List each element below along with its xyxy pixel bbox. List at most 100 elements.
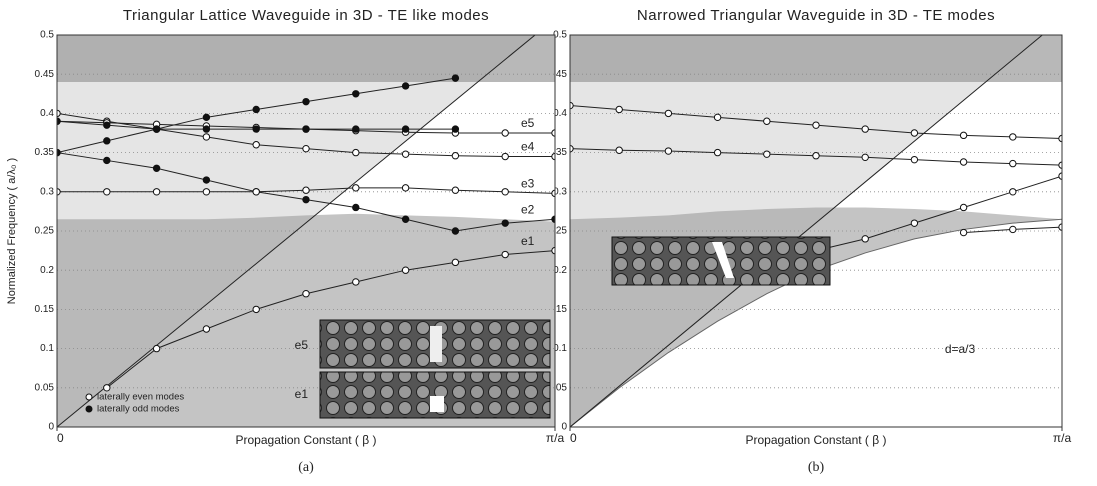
mode-point	[960, 132, 966, 138]
mode-point	[862, 126, 868, 132]
mode-point	[353, 149, 359, 155]
y-tick-label: 0.2	[40, 265, 54, 276]
mode-point	[253, 142, 259, 148]
mode-point	[764, 118, 770, 124]
mode-point	[353, 279, 359, 285]
mode-point	[960, 159, 966, 165]
mode-point	[402, 126, 408, 132]
mode-point	[960, 229, 966, 235]
mode-point	[402, 185, 408, 191]
y-tick-label: 0	[48, 422, 54, 433]
y-tick-label: 0.25	[35, 226, 55, 237]
mode-point	[813, 122, 819, 128]
mode-point	[502, 189, 508, 195]
mode-point	[452, 228, 458, 234]
chart-title: Narrowed Triangular Waveguide in 3D - TE…	[637, 7, 995, 24]
mode-point	[502, 251, 508, 257]
mode-point	[104, 189, 110, 195]
x-axis-label: Propagation Constant ( β )	[236, 433, 377, 447]
mode-point	[203, 126, 209, 132]
mode-point	[402, 216, 408, 222]
mode-point	[862, 236, 868, 242]
y-tick-label: 0.05	[35, 382, 55, 393]
mode-point	[502, 153, 508, 159]
mode-point	[911, 156, 917, 162]
mode-point	[714, 149, 720, 155]
mode-point	[502, 130, 508, 136]
mode-point	[402, 151, 408, 157]
mode-point	[303, 196, 309, 202]
y-tick-label: 0.35	[35, 147, 55, 158]
mode-point	[1010, 134, 1016, 140]
inset-e1	[320, 372, 550, 418]
mode-point	[616, 147, 622, 153]
mode-point	[1010, 160, 1016, 166]
legend-marker	[86, 394, 92, 400]
mode-point	[353, 91, 359, 97]
mode-point	[911, 130, 917, 136]
mode-point	[203, 189, 209, 195]
plot-area	[567, 35, 1065, 427]
mode-point	[960, 204, 966, 210]
mode-label: e4	[521, 140, 535, 154]
mode-point	[253, 126, 259, 132]
mode-point	[402, 83, 408, 89]
x-tick-label: 0	[570, 431, 577, 445]
mode-point	[452, 259, 458, 265]
y-axis-label: Normalized Frequency ( a/λ₀ )	[6, 158, 18, 304]
y-tick-label: 0.5	[40, 30, 54, 41]
inset-label: e5	[295, 338, 309, 352]
inset-e5	[320, 320, 550, 368]
mode-point	[303, 291, 309, 297]
y-tick-label: 0.1	[40, 343, 54, 354]
mode-point	[203, 134, 209, 140]
mode-point	[353, 126, 359, 132]
mode-point	[303, 145, 309, 151]
mode-label: e3	[521, 177, 535, 191]
legend-label: laterally odd modes	[97, 404, 180, 415]
mode-point	[813, 153, 819, 159]
mode-point	[303, 126, 309, 132]
mode-point	[402, 267, 408, 273]
mode-point	[616, 106, 622, 112]
x-tick-label: π/a	[1053, 431, 1072, 445]
mode-point	[104, 138, 110, 144]
mode-point	[253, 306, 259, 312]
mode-point	[203, 114, 209, 120]
mode-point	[502, 220, 508, 226]
mode-point	[452, 153, 458, 159]
legend-marker	[86, 406, 92, 412]
mode-point	[104, 157, 110, 163]
mode-point	[1010, 189, 1016, 195]
x-tick-label: 0	[57, 431, 64, 445]
mode-point	[153, 126, 159, 132]
mode-point	[253, 106, 259, 112]
mode-point	[353, 204, 359, 210]
mode-point	[203, 177, 209, 183]
mode-label: e5	[521, 116, 535, 130]
page: 00.050.10.150.20.250.30.350.40.450.50π/a…	[0, 0, 1097, 486]
mode-point	[303, 98, 309, 104]
mode-point	[104, 385, 110, 391]
y-tick-label: 0.45	[35, 69, 55, 80]
mode-label: e1	[521, 234, 535, 248]
caption: (a)	[298, 460, 314, 475]
chart-title: Triangular Lattice Waveguide in 3D - TE …	[123, 7, 489, 24]
inset-label: e1	[295, 387, 309, 401]
inset-b	[612, 237, 830, 285]
mode-point	[203, 326, 209, 332]
x-tick-label: π/a	[546, 431, 565, 445]
mode-point	[665, 148, 671, 154]
mode-point	[153, 165, 159, 171]
legend-label: laterally even modes	[97, 392, 184, 403]
y-tick-label: 0.3	[40, 186, 54, 197]
mode-point	[665, 110, 671, 116]
mode-point	[153, 189, 159, 195]
mode-point	[153, 345, 159, 351]
mode-point	[764, 151, 770, 157]
y-tick-label: 0.15	[35, 304, 55, 315]
mode-point	[714, 114, 720, 120]
figure: 00.050.10.150.20.250.30.350.40.450.50π/a…	[0, 0, 1097, 481]
x-axis-label: Propagation Constant ( β )	[746, 433, 887, 447]
mode-point	[452, 126, 458, 132]
